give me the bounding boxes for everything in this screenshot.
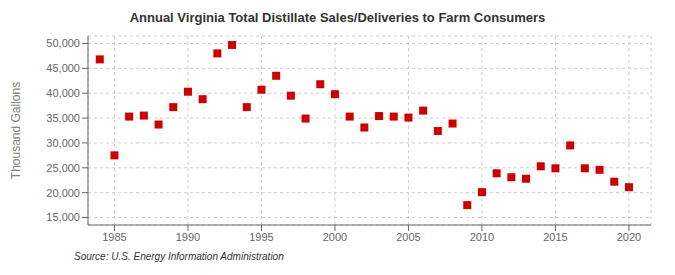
svg-text:45,000: 45,000 [46,62,80,74]
svg-text:2000: 2000 [323,231,347,243]
svg-text:50,000: 50,000 [46,37,80,49]
svg-text:2010: 2010 [470,231,494,243]
svg-text:2015: 2015 [543,231,567,243]
svg-text:40,000: 40,000 [46,87,80,99]
svg-text:1990: 1990 [176,231,200,243]
svg-text:Thousand Gallons: Thousand Gallons [9,82,23,179]
html-text:Annual Virginia Total Distilla: Annual Virginia Total Distillate Sales/D… [129,10,546,25]
svg-text:2005: 2005 [396,231,420,243]
svg-text:25,000: 25,000 [46,162,80,174]
svg-text:2020: 2020 [617,231,641,243]
svg-text:20,000: 20,000 [46,187,80,199]
svg-text:35,000: 35,000 [46,112,80,124]
svg-text:15,000: 15,000 [46,211,80,223]
html-text:Source: U.S. Energy Informatio: Source: U.S. Energy Information Administ… [74,251,284,262]
svg-text:1995: 1995 [249,231,273,243]
svg-text:1985: 1985 [102,231,126,243]
svg-text:30,000: 30,000 [46,137,80,149]
